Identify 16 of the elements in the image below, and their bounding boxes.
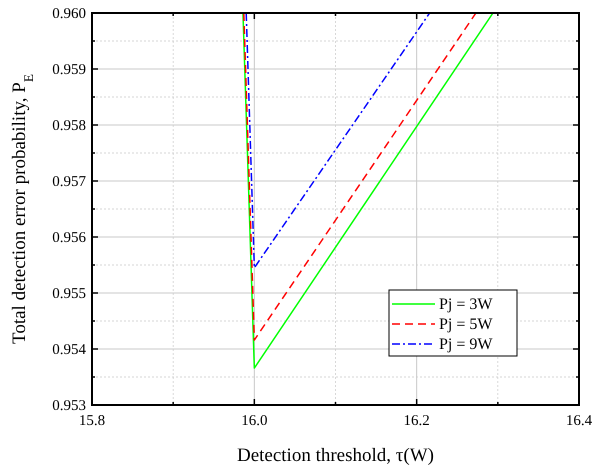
y-tick-label: 0.959 <box>52 62 86 78</box>
x-axis-title: Detection threshold, τ(W) <box>236 445 434 466</box>
x-tick-label: 16.2 <box>404 413 430 429</box>
y-tick-label: 0.956 <box>52 230 86 246</box>
y-tick-label: 0.957 <box>52 174 86 190</box>
y-tick-label: 0.958 <box>52 118 86 134</box>
y-tick-label: 0.954 <box>52 342 86 358</box>
legend-label: Pj = 3W <box>439 296 494 313</box>
y-tick-label: 0.960 <box>52 6 86 22</box>
x-tick-label: 16.0 <box>241 413 268 429</box>
x-tick-label: 16.4 <box>566 413 593 429</box>
x-tick-label: 15.8 <box>78 413 106 429</box>
legend-label: Pj = 5W <box>439 316 494 333</box>
y-tick-label: 0.955 <box>52 286 86 302</box>
y-tick-label: 0.953 <box>52 398 86 414</box>
legend-label: Pj = 9W <box>439 336 494 353</box>
